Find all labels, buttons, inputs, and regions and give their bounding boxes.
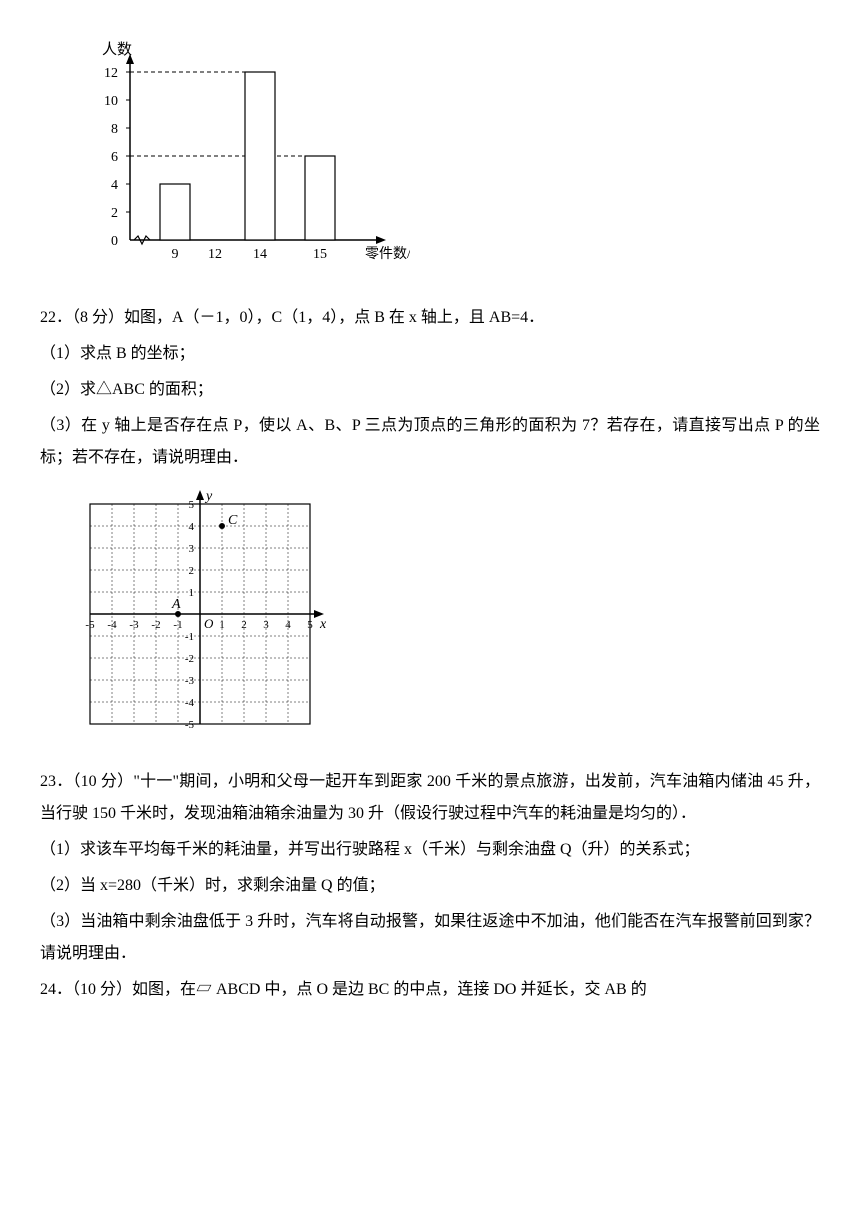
p22-q3: （3）在 y 轴上是否存在点 P，使以 A、B、P 三点为顶点的三角形的面积为 … [40,410,820,474]
xt-2: -2 [151,619,160,631]
xt-5: -5 [85,619,95,631]
ytick-10: 10 [104,94,118,109]
xt3: 3 [263,619,269,631]
coord-grid: y x O -5 -4 -3 -2 -1 1 2 3 4 5 5 4 3 2 1… [70,484,820,756]
yt3: 3 [189,543,195,555]
p23-q3: （3）当油箱中剩余油盘低于 3 升时，汽车将自动报警，如果往返途中不加油，他们能… [40,906,820,970]
yt-2: -2 [185,653,194,665]
xt-3: -3 [129,619,139,631]
p23-q1: （1）求该车平均每千米的耗油量，并写出行驶路程 x（千米）与剩余油盘 Q（升）的… [40,834,820,866]
label-A: A [171,597,181,612]
xt-4: -4 [107,619,117,631]
xt4: 4 [285,619,291,631]
y-label: y [204,489,213,504]
ytick-0: 0 [111,234,118,249]
xt5: 5 [307,619,313,631]
p22-title: 22．（8 分）如图，A（－1，0），C（1，4），点 B 在 x 轴上，且 A… [40,302,820,334]
yt-3: -3 [185,675,195,687]
yt4: 4 [189,521,195,533]
p24-title: 24．（10 分）如图，在▱ ABCD 中，点 O 是边 BC 的中点，连接 D… [40,974,820,1006]
bar-chart-svg: 人数 0 2 4 6 8 10 12 9 12 14 15 零件数/日 [70,40,410,280]
ytick-6: 6 [111,150,118,165]
label-C: C [228,513,238,528]
ytick-12: 12 [104,66,118,81]
yt-1: -1 [185,631,194,643]
yt-5: -5 [185,719,195,731]
ytick-8: 8 [111,122,118,137]
p23-title: 23．（10 分）"十一"期间，小明和父母一起开车到距家 200 千米的景点旅游… [40,766,820,830]
p22-q2: （2）求△ABC 的面积； [40,374,820,406]
y-axis-label: 人数 [102,41,132,58]
x-axis-arrow [376,236,386,244]
xtick-12: 12 [208,247,222,262]
x-axis-label: 零件数/日 [365,246,410,262]
xtick-15: 15 [313,247,327,262]
bar-9 [160,184,190,240]
bar-chart: 人数 0 2 4 6 8 10 12 9 12 14 15 零件数/日 [70,40,820,292]
yt2: 2 [189,565,195,577]
ytick-2: 2 [111,206,118,221]
yt5: 5 [189,499,195,511]
xt2: 2 [241,619,247,631]
xt1: 1 [219,619,225,631]
origin-label: O [204,616,214,631]
yt1: 1 [189,587,195,599]
p23-q2: （2）当 x=280（千米）时，求剩余油量 Q 的值； [40,870,820,902]
xt-1: -1 [173,619,182,631]
y-arrow [196,490,204,500]
bar-15 [305,156,335,240]
bar-14 [245,72,275,240]
xtick-9: 9 [172,247,179,262]
ytick-4: 4 [111,178,118,193]
p22-q1: （1）求点 B 的坐标； [40,338,820,370]
point-C [219,523,225,529]
x-label: x [319,617,327,632]
xtick-14: 14 [253,247,267,262]
coord-grid-svg: y x O -5 -4 -3 -2 -1 1 2 3 4 5 5 4 3 2 1… [70,484,330,744]
yt-4: -4 [185,697,195,709]
